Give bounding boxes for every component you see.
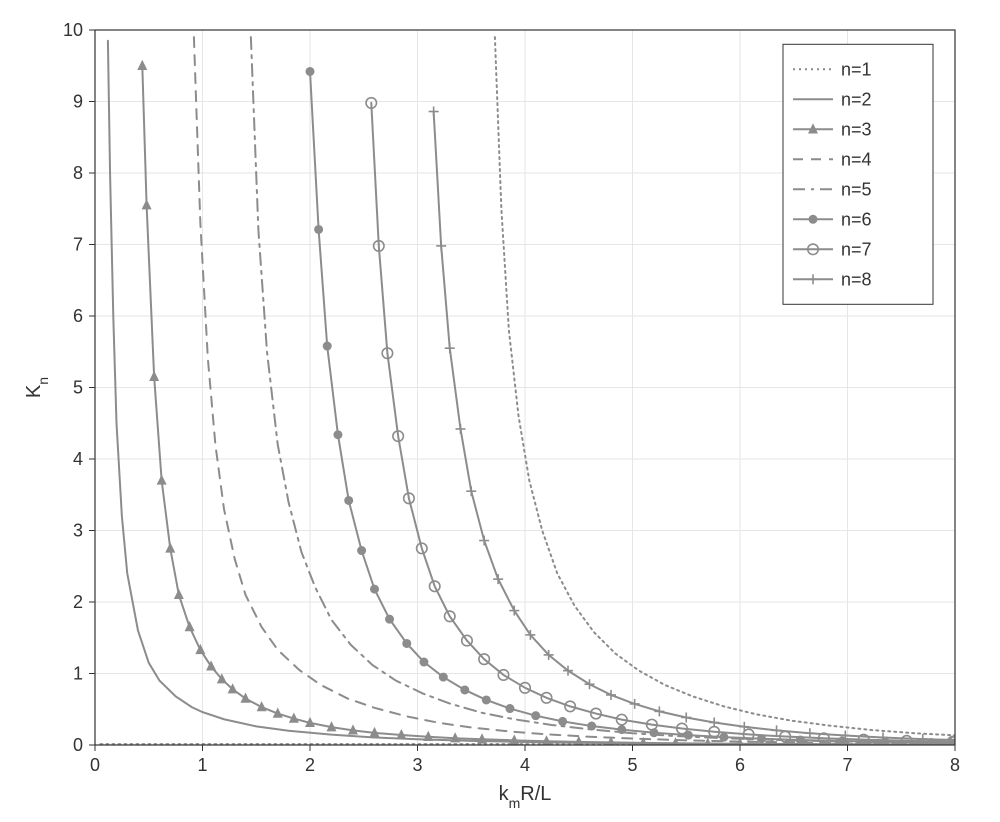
- legend-entry: n=5: [841, 179, 872, 199]
- svg-text:1: 1: [197, 755, 207, 775]
- svg-text:9: 9: [73, 92, 83, 112]
- svg-text:2: 2: [305, 755, 315, 775]
- svg-text:8: 8: [950, 755, 960, 775]
- svg-text:5: 5: [73, 378, 83, 398]
- svg-text:4: 4: [73, 449, 83, 469]
- svg-text:1: 1: [73, 664, 83, 684]
- svg-text:0: 0: [90, 755, 100, 775]
- y-axis-label: Kn: [23, 377, 51, 398]
- legend-entry: n=2: [841, 89, 872, 109]
- legend-entry: n=6: [841, 209, 872, 229]
- svg-text:6: 6: [735, 755, 745, 775]
- legend-entry: n=7: [841, 239, 872, 259]
- chart-container: 0 1 2 3 4 5 6 7 8 0 1 2 3 4 5 6 7 8 9 10 kmR/L Kn n=1 n=2 n=3 n=4…: [0, 0, 1000, 822]
- svg-text:2: 2: [73, 592, 83, 612]
- svg-text:4: 4: [520, 755, 530, 775]
- svg-text:8: 8: [73, 163, 83, 183]
- svg-text:0: 0: [73, 735, 83, 755]
- legend-entry: n=8: [841, 269, 872, 289]
- svg-text:7: 7: [73, 235, 83, 255]
- legend-entry: n=3: [841, 119, 872, 139]
- legend-entry: n=4: [841, 149, 872, 169]
- svg-text:3: 3: [73, 521, 83, 541]
- svg-text:3: 3: [412, 755, 422, 775]
- x-axis-label: kmR/L: [499, 783, 552, 811]
- legend-box: [783, 44, 933, 304]
- legend-entry: n=1: [841, 59, 872, 79]
- svg-text:10: 10: [63, 20, 83, 40]
- svg-text:5: 5: [627, 755, 637, 775]
- svg-text:7: 7: [842, 755, 852, 775]
- svg-text:6: 6: [73, 306, 83, 326]
- chart-svg: 0 1 2 3 4 5 6 7 8 0 1 2 3 4 5 6 7 8 9 10 kmR/L Kn n=1 n=2 n=3 n=4…: [0, 0, 1000, 822]
